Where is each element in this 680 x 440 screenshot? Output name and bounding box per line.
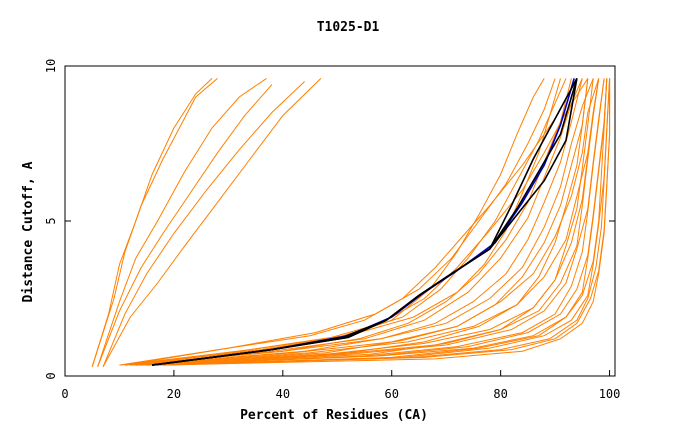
model-curve-orange xyxy=(124,78,556,366)
model-curve-orange xyxy=(152,78,594,366)
model-curve-orange xyxy=(91,78,218,367)
model-curve-orange xyxy=(146,78,589,366)
model-curve-orange xyxy=(102,78,322,367)
x-tick-label: 40 xyxy=(276,387,290,401)
x-tick-label: 80 xyxy=(493,387,507,401)
model-curve-orange xyxy=(141,78,600,366)
model-curve-orange xyxy=(91,78,213,367)
axes-group: 0 20 40 60 80 100 0 5 10 xyxy=(44,59,620,401)
model-curve-orange xyxy=(146,78,605,366)
model-curve-black xyxy=(151,78,578,366)
model-curve-orange xyxy=(162,78,611,366)
y-tick-label: 5 xyxy=(44,217,58,224)
model-curve-orange xyxy=(124,78,567,366)
y-tick-label: 10 xyxy=(44,59,58,73)
model-curve-orange xyxy=(130,78,600,366)
model-curve-orange xyxy=(141,78,589,366)
curve-group xyxy=(91,77,611,367)
model-curve-orange xyxy=(97,84,273,367)
model-curve-orange xyxy=(130,78,572,366)
x-tick-label: 100 xyxy=(599,387,621,401)
x-tick-label: 0 xyxy=(61,387,68,401)
x-tick-label: 60 xyxy=(385,387,399,401)
model-curve-orange xyxy=(135,78,583,366)
y-axis-label: Distance Cutoff, A xyxy=(21,161,36,302)
model-curve-black xyxy=(151,78,578,366)
model-curve-orange xyxy=(130,78,561,366)
model-curve-orange xyxy=(102,81,305,367)
model-curve-orange xyxy=(119,78,589,366)
model-curve-orange xyxy=(152,78,608,366)
model-curve-orange xyxy=(141,78,605,366)
model-curve-orange xyxy=(97,77,267,367)
model-curve-orange xyxy=(130,78,594,366)
x-axis-label: Percent of Residues (CA) xyxy=(240,408,428,423)
model-curve-orange xyxy=(135,78,600,366)
model-curve-orange xyxy=(157,78,611,366)
model-curve-orange xyxy=(152,78,608,366)
x-tick-label: 20 xyxy=(167,387,181,401)
model-curve-black xyxy=(151,78,578,366)
y-tick-label: 0 xyxy=(44,372,58,379)
model-curve-orange xyxy=(135,78,600,366)
chart-title: T1025-D1 xyxy=(317,20,380,35)
model-curve-orange xyxy=(146,78,608,366)
